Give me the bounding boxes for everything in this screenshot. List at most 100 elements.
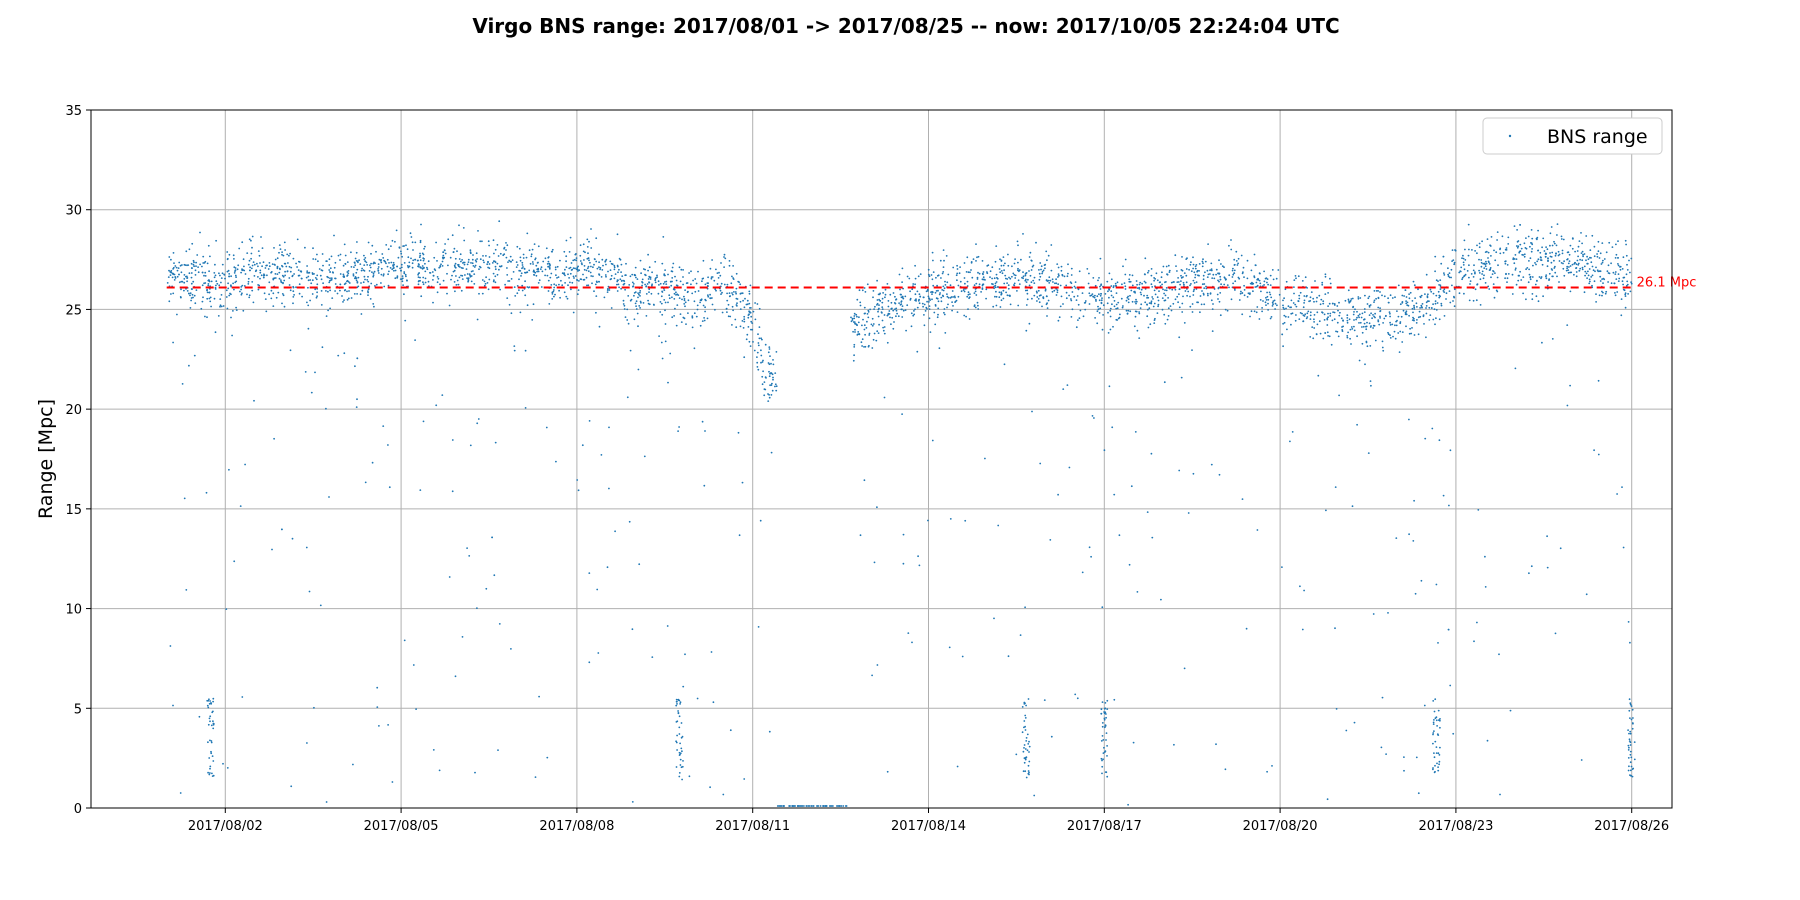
- data-point: [1452, 259, 1455, 261]
- data-point: [877, 310, 879, 313]
- data-point: [1106, 280, 1109, 283]
- data-point: [1411, 319, 1414, 321]
- data-point: [579, 254, 582, 257]
- data-point: [679, 758, 682, 761]
- data-point: [707, 295, 710, 298]
- data-point: [1141, 282, 1143, 285]
- data-point: [1356, 335, 1358, 338]
- data-point: [1591, 286, 1594, 289]
- data-point: [278, 277, 281, 280]
- data-point: [1347, 300, 1350, 302]
- data-point: [1514, 269, 1517, 271]
- data-point: [1328, 335, 1331, 338]
- data-point: [636, 278, 639, 280]
- data-point: [926, 308, 928, 310]
- data-point: [683, 303, 686, 305]
- data-point: [1025, 304, 1028, 306]
- data-point: [1018, 283, 1021, 285]
- data-point: [1363, 318, 1366, 321]
- data-point: [1614, 294, 1617, 297]
- data-point: [1336, 321, 1339, 324]
- data-point: [451, 439, 454, 441]
- data-point: [339, 289, 341, 292]
- data-point: [1102, 314, 1104, 316]
- data-point: [1206, 269, 1209, 272]
- data-point: [1104, 726, 1106, 729]
- data-point: [435, 404, 438, 407]
- data-point: [408, 265, 411, 268]
- data-point: [188, 272, 191, 275]
- data-point: [1210, 268, 1213, 270]
- data-point: [307, 304, 310, 307]
- data-point: [458, 224, 460, 227]
- data-point: [1389, 337, 1392, 339]
- data-point: [346, 290, 348, 293]
- data-point: [871, 347, 874, 349]
- data-point: [1630, 756, 1633, 759]
- data-point: [1065, 284, 1068, 287]
- data-point: [1105, 732, 1108, 734]
- data-point: [1203, 303, 1206, 306]
- data-point: [727, 315, 730, 318]
- data-point: [519, 311, 522, 314]
- data-point: [1305, 295, 1308, 298]
- data-point: [918, 564, 921, 567]
- data-point: [943, 311, 945, 314]
- data-point: [606, 291, 609, 293]
- data-point: [1624, 293, 1627, 296]
- data-point: [322, 282, 324, 285]
- data-point: [1105, 716, 1107, 719]
- y-tick-label: 10: [65, 603, 82, 618]
- data-point: [1007, 264, 1010, 267]
- plot-frame: [90, 109, 1673, 809]
- data-point: [1443, 288, 1446, 291]
- data-point: [1599, 270, 1602, 273]
- data-point: [1186, 257, 1188, 260]
- data-point: [613, 266, 616, 269]
- data-point: [1389, 321, 1391, 324]
- data-point: [632, 283, 635, 285]
- data-point: [1178, 293, 1180, 295]
- data-point: [918, 293, 921, 296]
- data-point: [282, 294, 285, 297]
- data-point: [1408, 418, 1410, 421]
- data-point: [679, 313, 682, 315]
- data-point: [1058, 316, 1061, 319]
- data-point: [1628, 746, 1630, 749]
- data-point: [1041, 272, 1043, 275]
- data-point: [494, 275, 497, 278]
- data-point: [208, 698, 210, 701]
- data-point: [998, 268, 1001, 270]
- data-point: [572, 311, 575, 314]
- data-point: [556, 265, 559, 268]
- data-point: [1356, 310, 1358, 313]
- data-point: [212, 723, 215, 726]
- data-point: [1256, 529, 1259, 531]
- data-point: [973, 305, 976, 308]
- data-point: [711, 297, 713, 299]
- data-point: [1111, 426, 1114, 429]
- data-point: [1614, 273, 1617, 275]
- data-point: [1146, 297, 1148, 299]
- data-point: [505, 242, 507, 244]
- data-point: [1226, 309, 1229, 312]
- data-point: [397, 256, 400, 259]
- data-point: [1329, 277, 1331, 280]
- data-point: [542, 260, 545, 263]
- data-point: [388, 270, 390, 273]
- data-point: [1074, 693, 1077, 696]
- data-point: [244, 463, 247, 466]
- data-point: [1104, 724, 1107, 727]
- data-point: [377, 266, 380, 268]
- data-point: [1313, 318, 1315, 321]
- data-point: [1027, 772, 1030, 775]
- data-point: [1200, 303, 1203, 306]
- data-point: [1496, 231, 1499, 234]
- data-point: [1348, 318, 1351, 321]
- data-point: [1625, 243, 1627, 246]
- data-point: [307, 286, 309, 289]
- data-point: [735, 287, 738, 290]
- data-point: [701, 280, 703, 283]
- data-point: [1413, 284, 1416, 287]
- data-point: [719, 274, 722, 277]
